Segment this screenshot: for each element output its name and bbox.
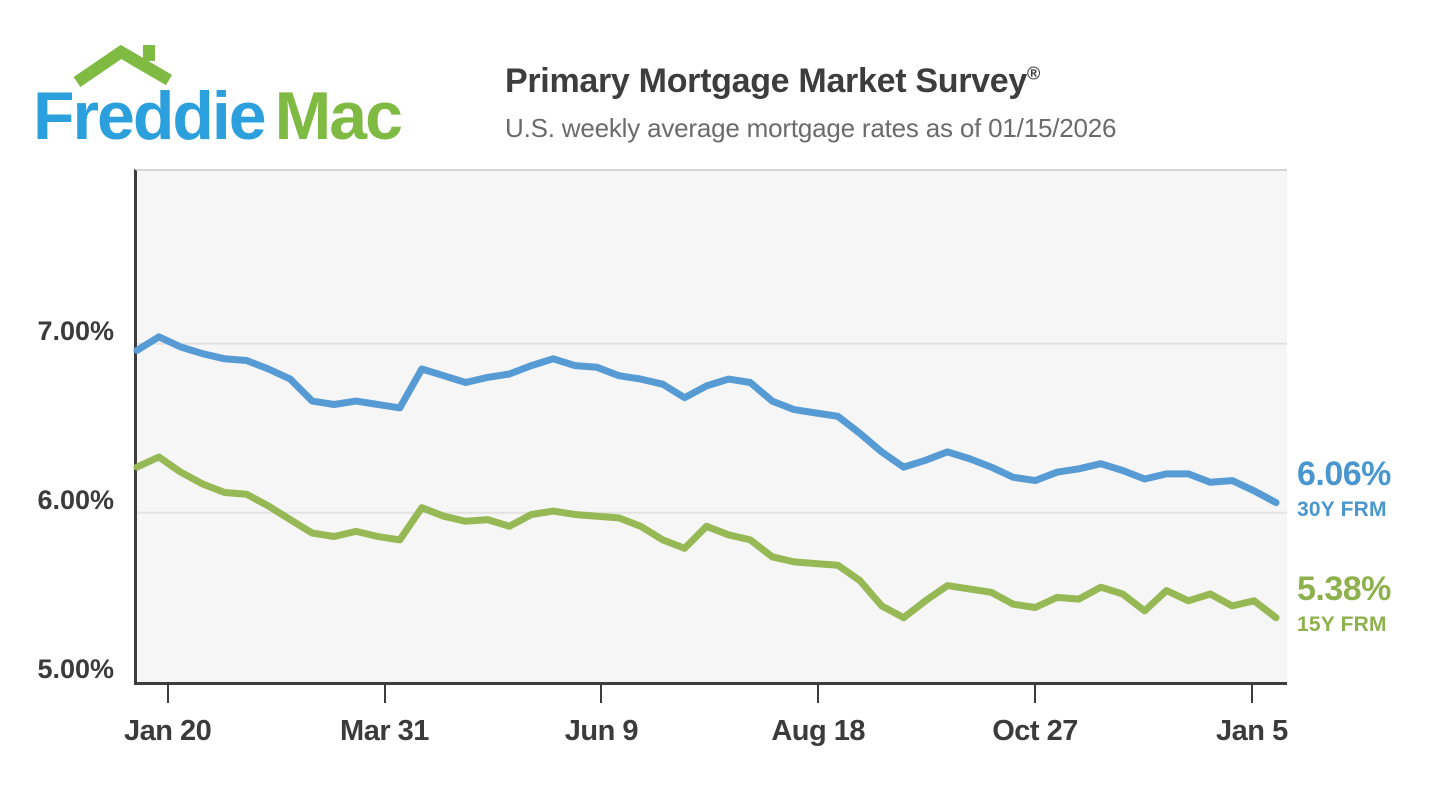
x-axis-tick (166, 684, 169, 703)
rate-lines-chart (133, 333, 1287, 622)
x-axis-label: Aug 18 (771, 715, 866, 747)
logo-word-mac: Mac (274, 78, 403, 154)
line-30y-frm (133, 333, 1280, 507)
x-axis-tick (383, 684, 386, 703)
line-15y-frm (133, 453, 1280, 622)
y-axis-label: 7.00% (37, 315, 114, 346)
series-name: 15Y FRM (1297, 612, 1387, 636)
x-axis-tick (1250, 684, 1253, 703)
x-axis-label: Mar 31 (340, 715, 429, 747)
y-axis-label: 5.00% (37, 654, 114, 684)
freddie-mac-logo: Freddie Mac (33, 42, 403, 150)
x-axis-label: Oct 27 (992, 715, 1078, 747)
logo-word-freddie: Freddie (33, 78, 267, 154)
latest-rate-value: 5.38% (1297, 569, 1391, 608)
page-title: Primary Mortgage Market Survey® (505, 62, 1040, 100)
logo-wordmark: Freddie Mac (33, 82, 403, 150)
header: Primary Mortgage Market Survey® U.S. wee… (505, 62, 1116, 144)
series-label-30y-frm: 6.06% 30Y FRM (1297, 457, 1391, 520)
series-name: 30Y FRM (1297, 497, 1387, 521)
latest-rate-value: 6.06% (1297, 454, 1391, 493)
x-axis-tick (1034, 684, 1037, 703)
series-label-15y-frm: 5.38% 15Y FRM (1297, 572, 1391, 635)
x-axis-label: Jan 20 (124, 715, 212, 747)
x-axis-tick (600, 684, 603, 703)
page-subtitle: U.S. weekly average mortgage rates as of… (505, 113, 1117, 143)
chart-plot-area (133, 169, 1287, 685)
x-axis-label: Jun 9 (564, 715, 639, 747)
x-axis-label: Jan 5 (1216, 715, 1288, 747)
house-roof-icon (73, 44, 173, 87)
x-axis-tick (817, 684, 820, 703)
registered-mark: ® (1027, 63, 1040, 84)
y-axis-label: 6.00% (37, 484, 114, 515)
